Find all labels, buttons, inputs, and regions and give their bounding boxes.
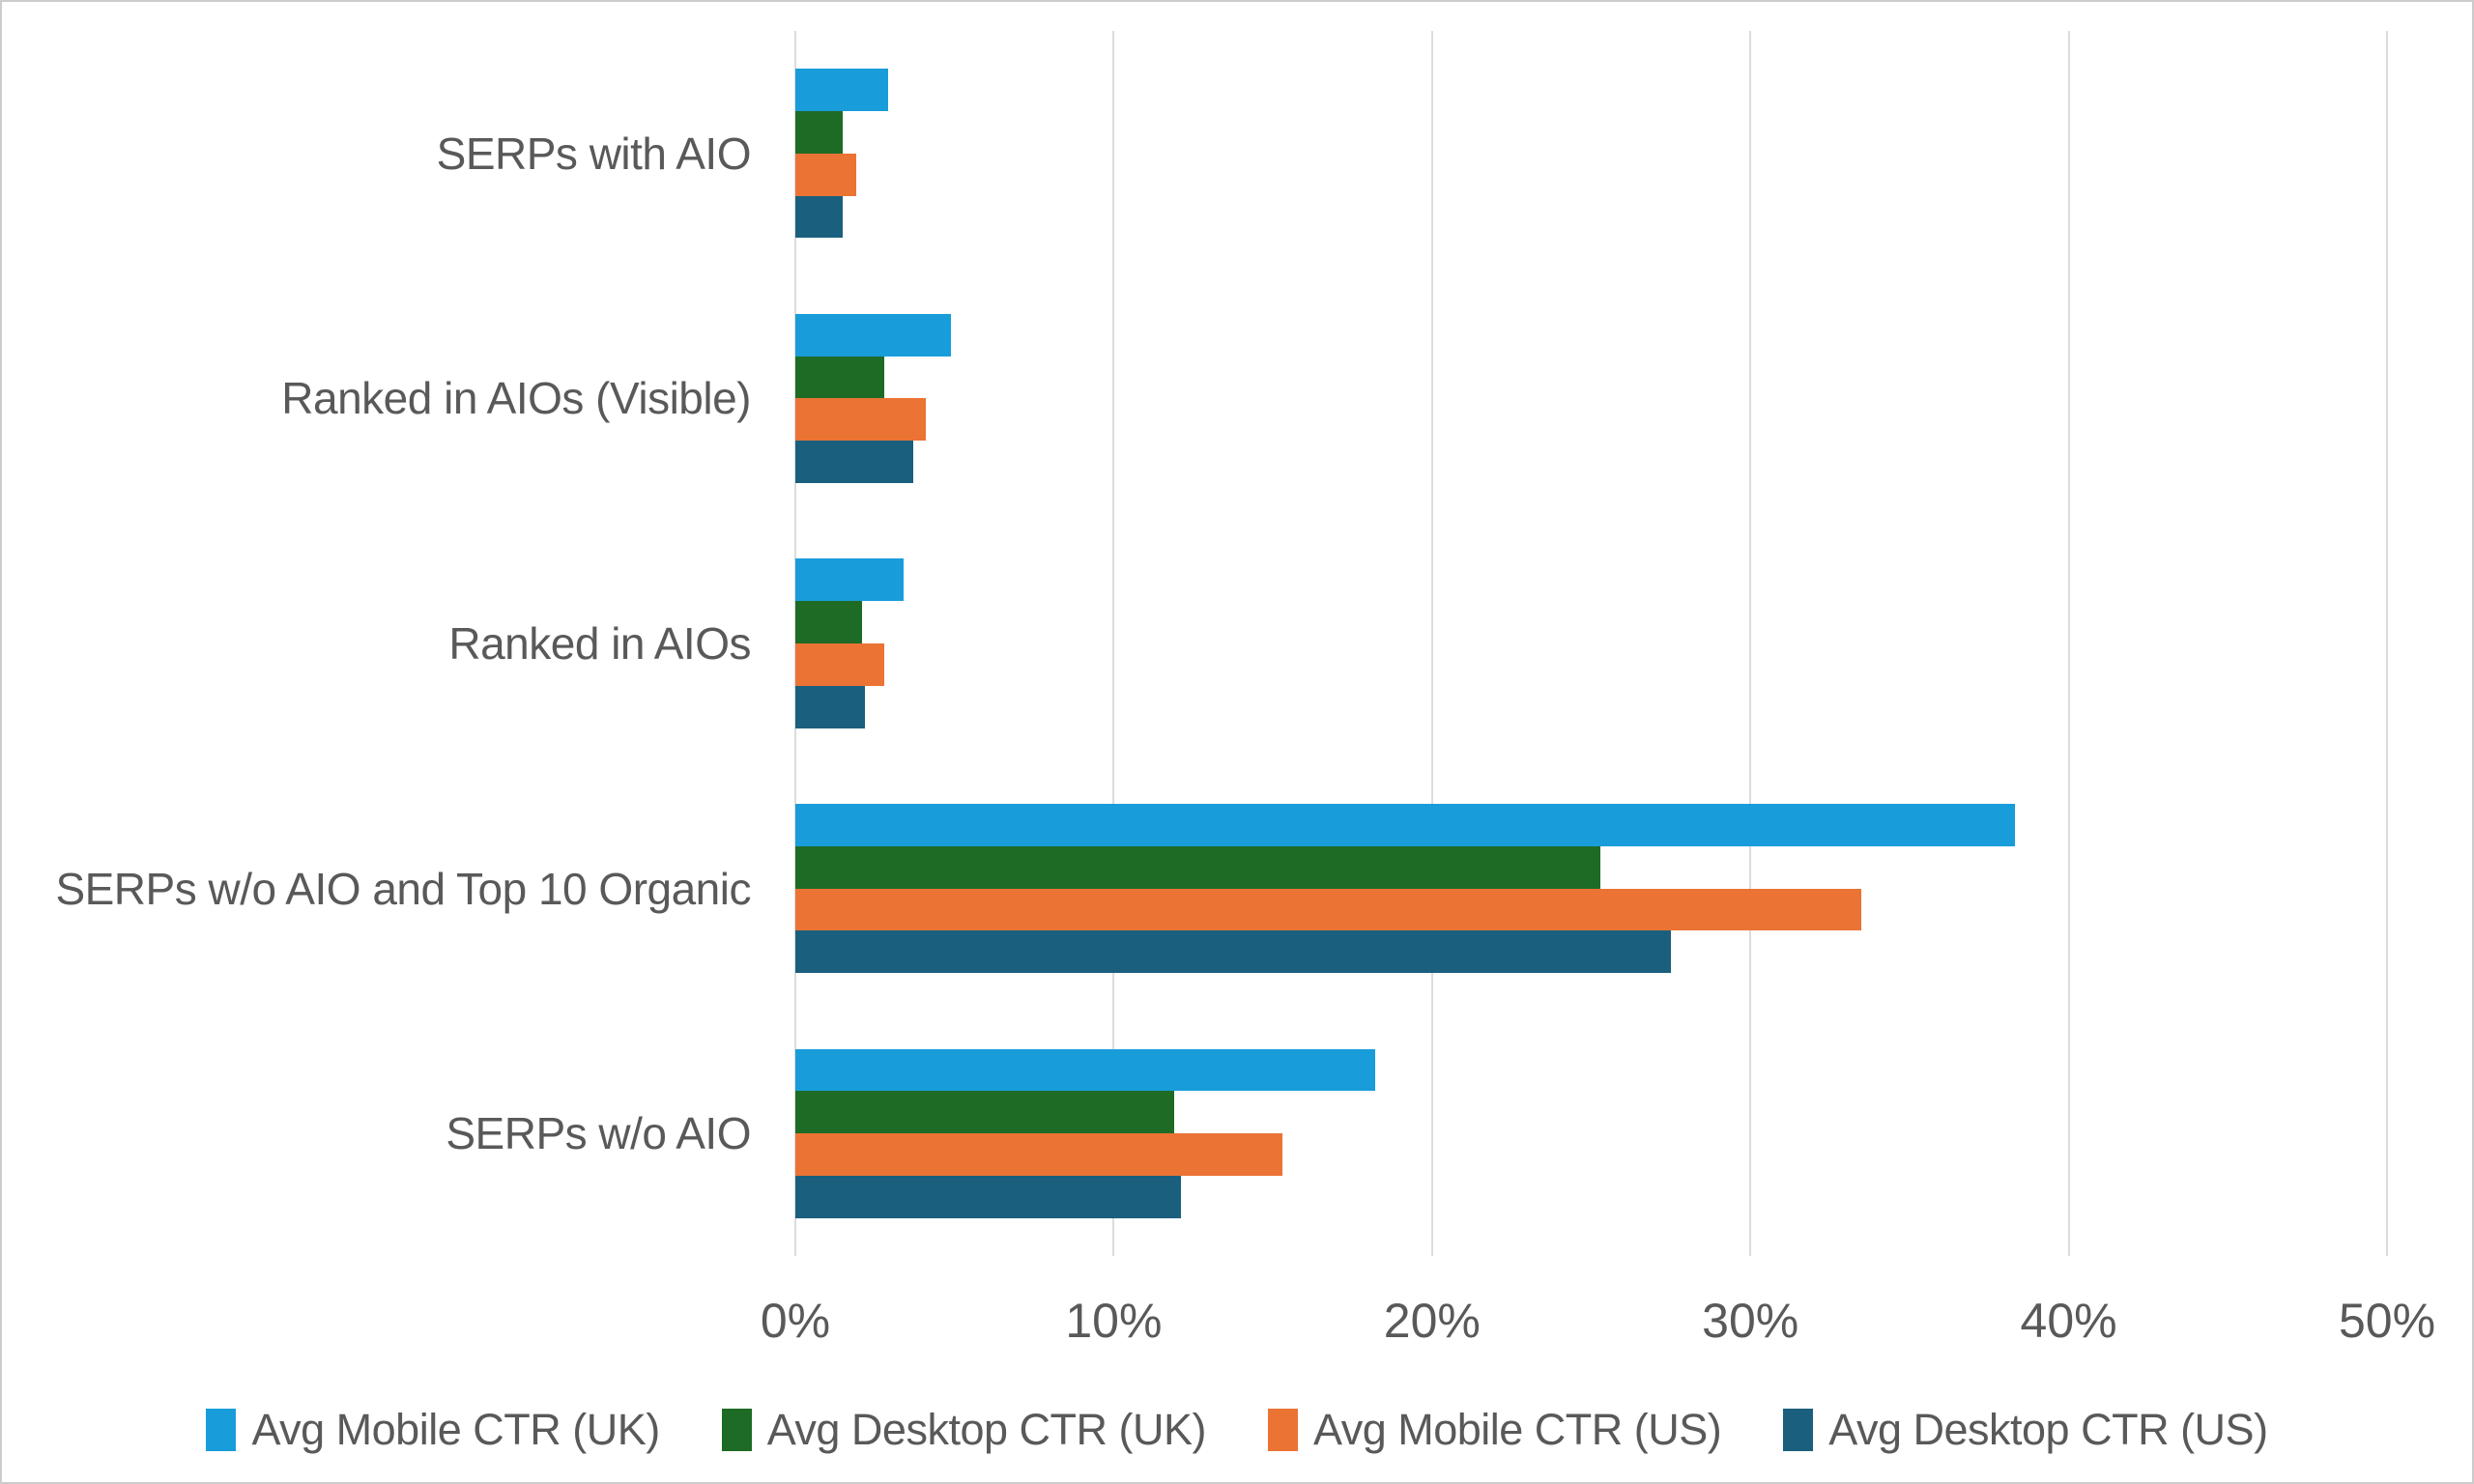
bar-series3-cat0 [795, 195, 844, 239]
bar-series0-cat3 [795, 804, 2015, 846]
bar-series2-cat0 [795, 153, 856, 196]
legend-item: Avg Mobile CTR (US) [1268, 1405, 1722, 1455]
x-tick-label: 50% [2338, 1294, 2436, 1348]
legend-swatch-icon [721, 1409, 752, 1451]
bar-series0-cat4 [795, 1048, 1375, 1092]
x-tick-label: 40% [2020, 1294, 2117, 1348]
legend-item: Avg Desktop CTR (UK) [721, 1405, 1207, 1455]
category-label: SERPs with AIO [436, 128, 752, 179]
x-tick-label: 30% [1702, 1294, 1799, 1348]
x-tick-label: 20% [1383, 1294, 1481, 1348]
bar-series1-cat0 [795, 111, 844, 154]
legend-label: Avg Mobile CTR (US) [1313, 1405, 1722, 1454]
gridline-20% [1430, 31, 1433, 1256]
bar-series2-cat2 [795, 643, 885, 686]
gridline-40% [2067, 31, 2070, 1256]
bar-series1-cat1 [795, 356, 885, 399]
x-tick-label: 10% [1065, 1294, 1163, 1348]
bar-series1-cat2 [795, 601, 863, 643]
category-label: Ranked in AIOs (Visible) [281, 373, 751, 424]
legend-label: Avg Desktop CTR (US) [1828, 1405, 2268, 1454]
legend-item: Avg Desktop CTR (US) [1783, 1405, 2268, 1455]
bar-series0-cat0 [795, 69, 888, 111]
bar-series3-cat3 [795, 930, 1671, 974]
bar-series1-cat4 [795, 1091, 1174, 1134]
gridline-10% [1112, 31, 1115, 1256]
bar-series0-cat2 [795, 558, 904, 602]
legend: Avg Mobile CTR (UK) Avg Desktop CTR (UK) A… [2, 1405, 2472, 1455]
bar-series3-cat2 [795, 685, 866, 728]
bar-series3-cat1 [795, 441, 913, 483]
bar-series2-cat1 [795, 398, 927, 442]
legend-item: Avg Mobile CTR (UK) [206, 1405, 660, 1455]
bar-series1-cat3 [795, 845, 1601, 889]
legend-swatch-icon [1268, 1409, 1298, 1451]
bar-series0-cat1 [795, 313, 952, 357]
x-tick-label: 0% [760, 1294, 831, 1348]
category-label: SERPs w/o AIO [446, 1108, 751, 1159]
legend-swatch-icon [206, 1409, 237, 1451]
legend-label: Avg Desktop CTR (UK) [766, 1405, 1207, 1454]
bar-series2-cat3 [795, 888, 1862, 931]
gridline-30% [1749, 31, 1752, 1256]
gridline-50% [2386, 31, 2388, 1256]
bar-series2-cat4 [795, 1133, 1282, 1176]
category-label: Ranked in AIOs [448, 618, 751, 669]
category-label: SERPs w/o AIO and Top 10 Organic [55, 863, 751, 914]
legend-swatch-icon [1783, 1409, 1814, 1451]
legend-label: Avg Mobile CTR (UK) [251, 1405, 660, 1454]
bar-series3-cat4 [795, 1176, 1181, 1218]
